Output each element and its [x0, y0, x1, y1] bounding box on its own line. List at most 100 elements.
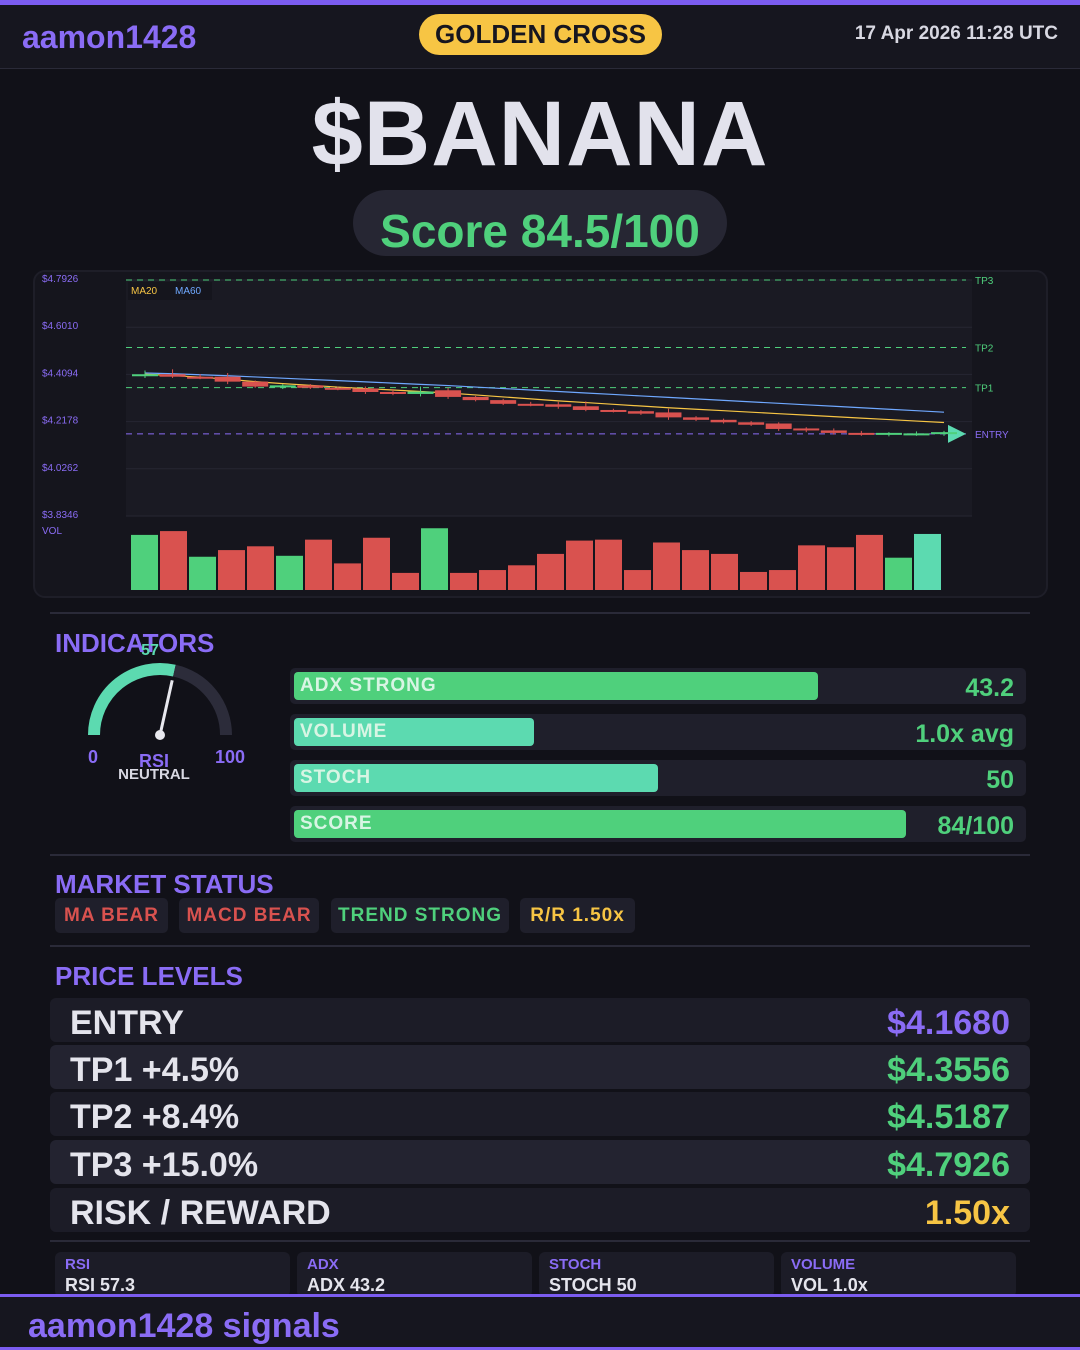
price-level-row: TP1 +4.5% $4.3556: [50, 1045, 1030, 1089]
ticker-symbol: $BANANA: [311, 83, 769, 185]
section-divider: [50, 945, 1030, 947]
rsi-state: NEUTRAL: [118, 766, 190, 783]
volume-bar: [334, 563, 361, 590]
price-tick-label: $4.7926: [42, 274, 79, 285]
score-label: Score 84.5/100: [380, 205, 700, 257]
price-chart: $4.7926 $4.6010 $4.4094 $4.2178 $4.0262 $3.83…: [42, 274, 1009, 590]
candle-body: [710, 419, 737, 423]
stat-card: VOLUME VOL 1.0x: [781, 1252, 1016, 1297]
candle-body: [765, 423, 792, 429]
stat-card-title: VOLUME: [791, 1256, 856, 1273]
level-label-tp3: TP3: [975, 276, 994, 287]
legend-entry: MA60: [175, 286, 202, 297]
candle-body: [214, 376, 241, 382]
volume-bar: [595, 539, 622, 590]
volume-bar: [131, 534, 158, 590]
volume-bar: [247, 546, 274, 590]
indicator-bar-fill: [294, 810, 906, 838]
stat-card-title: ADX: [307, 1256, 339, 1273]
stat-card: RSI RSI 57.3: [55, 1252, 290, 1297]
candle-body: [159, 374, 186, 377]
candle-body: [352, 388, 379, 392]
candle-body: [187, 376, 214, 379]
section-divider: [50, 612, 1030, 614]
rsi-max-label: 100: [215, 747, 245, 767]
top-accent-line: [0, 0, 1080, 5]
rsi-value: 57: [141, 642, 159, 659]
price-level-row: RISK / REWARD 1.50x: [50, 1188, 1030, 1232]
level-label-tp1: TP1: [975, 384, 994, 395]
candle-body: [242, 381, 269, 387]
indicator-bar-value: 50: [986, 766, 1014, 794]
volume-bar: [363, 537, 390, 590]
volume-bar: [711, 553, 738, 590]
market-status-title: MARKET STATUS: [55, 869, 274, 899]
price-level-row: TP3 +15.0% $4.7926: [50, 1140, 1030, 1184]
header-bar: aamon1428 GOLDEN CROSS 17 Apr 2026 11:28…: [0, 5, 1080, 69]
candle-body: [435, 390, 462, 397]
price-level-label: TP2 +8.4%: [70, 1098, 240, 1136]
candle-body: [848, 432, 875, 435]
candle-body: [132, 374, 158, 377]
volume-bar: [421, 528, 448, 590]
candle-body: [572, 406, 599, 410]
volume-bar: [392, 572, 419, 590]
volume-bar: [827, 547, 854, 590]
volume-bar: [160, 531, 187, 590]
rsi-gauge-track: [172, 664, 232, 736]
volume-axis-label: VOL: [42, 526, 62, 537]
rsi-gauge: 57 0 100 RSI NEUTRAL: [88, 642, 245, 783]
status-badge: MACD BEAR: [179, 898, 319, 933]
volume-bar: [740, 571, 767, 590]
price-tick-label: $4.6010: [42, 321, 79, 332]
volume-bar: [508, 565, 535, 590]
price-level-value: 1.50x: [924, 1194, 1010, 1232]
price-level-label: TP3 +15.0%: [70, 1146, 259, 1184]
price-tick-label: $4.4094: [42, 368, 79, 379]
section-divider: [50, 854, 1030, 856]
volume-bar: [537, 553, 564, 590]
score-pill: [353, 190, 727, 256]
candle-body: [324, 387, 351, 390]
ma20-line: [144, 373, 945, 424]
candle-body: [462, 396, 489, 401]
rsi-needle: [158, 680, 174, 736]
candle-body: [738, 422, 765, 425]
volume-bar: [682, 550, 709, 590]
brand-name: aamon1428: [22, 19, 197, 55]
candle-body: [793, 428, 820, 431]
ma60-line: [144, 372, 945, 413]
candle-body: [875, 432, 902, 435]
candle-body: [903, 433, 930, 436]
candle-body: [517, 403, 544, 406]
indicator-bar-label: SCORE: [300, 813, 373, 834]
indicator-bar-value: 1.0x avg: [915, 720, 1014, 748]
candle-body: [600, 409, 627, 412]
indicator-bar-value: 84/100: [937, 812, 1014, 840]
status-badge: TREND STRONG: [331, 898, 509, 933]
rsi-needle-hub: [155, 730, 165, 740]
volume-bar: [305, 539, 332, 590]
candle-body: [269, 385, 296, 388]
indicator-bar-label: ADX STRONG: [300, 675, 437, 696]
volume-bar: [624, 570, 651, 590]
price-level-label: RISK / REWARD: [70, 1194, 331, 1232]
volume-bar: [479, 570, 506, 590]
legend-box: [128, 282, 212, 300]
indicator-bar: VOLUME 1.0x avg: [290, 714, 1026, 750]
stat-card-value: STOCH 50: [549, 1275, 637, 1295]
candle-body: [545, 404, 572, 407]
volume-bar: [798, 545, 825, 590]
stat-card: STOCH STOCH 50: [539, 1252, 774, 1297]
volume-bar: [653, 542, 680, 590]
volume-bar: [189, 556, 216, 590]
stat-card: ADX ADX 43.2: [297, 1252, 532, 1297]
candle-body: [297, 385, 324, 388]
footer-bar: aamon1428 signals: [0, 1294, 1080, 1350]
timestamp: 17 Apr 2026 11:28 UTC: [854, 23, 1058, 44]
indicator-bar-fill: [294, 672, 819, 700]
legend-entry: MA20: [131, 286, 158, 297]
price-level-value: $4.5187: [887, 1098, 1010, 1136]
volume-bar: [914, 533, 941, 590]
stat-card-title: STOCH: [549, 1256, 602, 1273]
